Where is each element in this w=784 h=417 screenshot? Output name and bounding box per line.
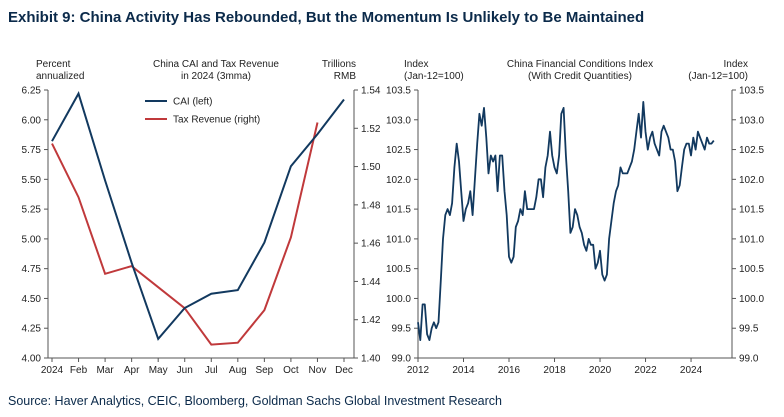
fci-line	[417, 101, 715, 341]
left-right-y-tick-label: 1.42	[361, 315, 381, 326]
right-right-y-tick-label: 101.5	[739, 205, 764, 216]
left-right-ylabel-line2: RMB	[334, 71, 357, 82]
right-x-tick-label: 2024	[680, 365, 703, 376]
left-y-tick-label: 6.25	[22, 86, 42, 97]
right-x-tick-label: 2018	[543, 365, 566, 376]
right-ylabel-line2: (Jan-12=100)	[404, 71, 464, 82]
right-chart-subtitle: (With Credit Quantities)	[528, 71, 632, 82]
left-right-y-tick-label: 1.40	[361, 354, 381, 365]
right-y-tick-label: 103.5	[386, 86, 411, 97]
left-x-tick-label: Mar	[96, 365, 114, 376]
left-right-y-tick-label: 1.52	[361, 124, 381, 135]
right-chart: 99.0 99.0 99.5 99.5 100.0 100.0 100.5 100.5 101.…	[386, 86, 764, 377]
legend-label-tax: Tax Revenue (right)	[173, 115, 260, 126]
right-right-y-tick-label: 102.5	[739, 145, 764, 156]
right-y-tick-label: 99.5	[392, 324, 412, 335]
left-right-y-tick-label: 1.50	[361, 162, 381, 173]
left-x-tick-label: Aug	[229, 365, 247, 376]
right-ylabel-line1: Index	[404, 59, 428, 70]
right-y-tick-label: 102.5	[386, 145, 411, 156]
left-y-tick-label: 4.75	[22, 264, 42, 275]
left-x-tick-label: Feb	[70, 365, 88, 376]
left-ylabel-line1: Percent	[36, 59, 71, 70]
left-x-tick-label: Apr	[124, 365, 140, 376]
right-right-y-tick-label: 99.0	[739, 354, 759, 365]
left-y-tick-label: 5.75	[22, 145, 42, 156]
right-right-y-tick-label: 102.0	[739, 175, 764, 186]
left-right-y-tick-label: 1.48	[361, 200, 381, 211]
left-x-tick-label: Jun	[177, 365, 193, 376]
left-chart-subtitle: in 2024 (3mma)	[181, 71, 251, 82]
right-y-tick-label: 103.0	[386, 115, 411, 126]
tax-revenue-line	[51, 122, 319, 346]
cai-line	[51, 91, 345, 341]
left-ylabel-line2: annualized	[36, 71, 84, 82]
left-x-tick-label: Sep	[255, 365, 273, 376]
left-y-tick-label: 4.25	[22, 324, 42, 335]
legend-label-cai: CAI (left)	[173, 97, 212, 108]
right-right-y-tick-label: 103.0	[739, 115, 764, 126]
right-right-ylabel-line2: (Jan-12=100)	[688, 71, 748, 82]
left-y-tick-label: 4.50	[22, 294, 42, 305]
left-y-tick-label: 5.50	[22, 175, 42, 186]
left-right-y-tick-label: 1.44	[361, 277, 381, 288]
right-right-y-tick-label: 99.5	[739, 324, 759, 335]
left-y-tick-label: 5.00	[22, 234, 42, 245]
right-x-tick-label: 2014	[452, 365, 475, 376]
left-x-tick-label: Oct	[283, 365, 299, 376]
left-y-tick-label: 5.25	[22, 205, 42, 216]
left-y-tick-label: 4.00	[22, 354, 42, 365]
right-right-y-tick-label: 103.5	[739, 86, 764, 97]
source-note: Source: Haver Analytics, CEIC, Bloomberg…	[8, 394, 502, 408]
right-y-tick-label: 101.0	[386, 234, 411, 245]
right-y-tick-label: 99.0	[392, 354, 412, 365]
right-right-y-tick-label: 100.5	[739, 264, 764, 275]
right-y-tick-label: 100.0	[386, 294, 411, 305]
right-chart-title: China Financial Conditions Index	[507, 59, 653, 70]
left-x-tick-label: Nov	[309, 365, 327, 376]
right-y-tick-label: 100.5	[386, 264, 411, 275]
right-x-tick-label: 2020	[589, 365, 612, 376]
left-chart-title: China CAI and Tax Revenue	[153, 59, 279, 70]
right-x-tick-label: 2022	[634, 365, 657, 376]
left-x-tick-label: Dec	[335, 365, 353, 376]
left-right-y-tick-label: 1.46	[361, 239, 381, 250]
left-x-tick-label: May	[149, 365, 168, 376]
left-x-tick-label: 2024	[41, 365, 64, 376]
left-right-y-tick-label: 1.54	[361, 86, 381, 97]
right-x-tick-label: 2016	[498, 365, 521, 376]
left-chart: 4.00 4.25 4.50 4.75 5.00 5.25 5.50 5.75 6.00 6.25…	[22, 86, 381, 377]
left-right-ylabel-line1: Trillions	[322, 59, 356, 70]
right-right-y-tick-label: 101.0	[739, 234, 764, 245]
right-y-tick-label: 101.5	[386, 205, 411, 216]
right-y-tick-label: 102.0	[386, 175, 411, 186]
exhibit-title: Exhibit 9: China Activity Has Rebounded,…	[8, 9, 645, 26]
left-y-tick-label: 6.00	[22, 115, 42, 126]
right-right-y-tick-label: 100.0	[739, 294, 764, 305]
right-right-ylabel-line1: Index	[724, 59, 748, 70]
left-x-tick-label: Jul	[205, 365, 218, 376]
right-x-tick-label: 2012	[407, 365, 430, 376]
